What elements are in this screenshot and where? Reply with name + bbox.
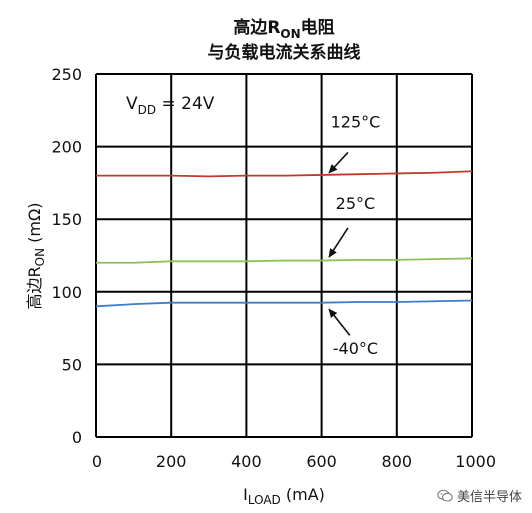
series-line-0 [96, 170, 473, 178]
watermark-text: 美信半导体 [456, 490, 522, 505]
tick-labels: 0 50 100 150 200 250 0 200 400 600 800 1000 [51, 65, 496, 471]
chart-title-line-1: 高边RON电阻 [233, 17, 334, 41]
x-tick-label: 200 [156, 452, 187, 471]
chart-title-line-2: 与负载电流关系曲线 [208, 42, 361, 63]
y-tick-label: 100 [51, 283, 82, 302]
series-line-2 [95, 299, 473, 308]
y-tick-label: 50 [62, 355, 82, 374]
y-tick-label: 250 [51, 65, 82, 84]
series-layer [95, 170, 473, 308]
series-annotation-label: 25°C [336, 194, 376, 213]
condition-label: VDD = 24V [126, 94, 215, 117]
y-tick-label: 0 [72, 428, 82, 447]
annotation-arrow-1 [328, 227, 349, 258]
x-tick-label: 400 [231, 452, 262, 471]
x-tick-label: 600 [306, 452, 337, 471]
series-annotation-label: -40°C [333, 339, 378, 358]
annotation-arrow-0 [328, 151, 349, 174]
y-tick-label: 150 [51, 210, 82, 229]
x-tick-label: 1000 [455, 452, 496, 471]
x-axis-label: ILOAD (mA) [243, 485, 325, 507]
annotations: 125°C 25°C -40°C [328, 113, 381, 358]
series-line-1 [96, 257, 473, 264]
wechat-icon [437, 489, 453, 502]
watermark: 美信半导体 [437, 486, 522, 505]
series-annotation-label: 125°C [331, 113, 381, 132]
x-tick-label: 800 [382, 452, 413, 471]
y-tick-label: 200 [51, 138, 82, 157]
y-axis-label: 高边RON (mΩ) [25, 203, 47, 310]
x-tick-label: 0 [92, 452, 102, 471]
annotation-arrow-2 [328, 308, 351, 336]
grid [95, 73, 473, 438]
